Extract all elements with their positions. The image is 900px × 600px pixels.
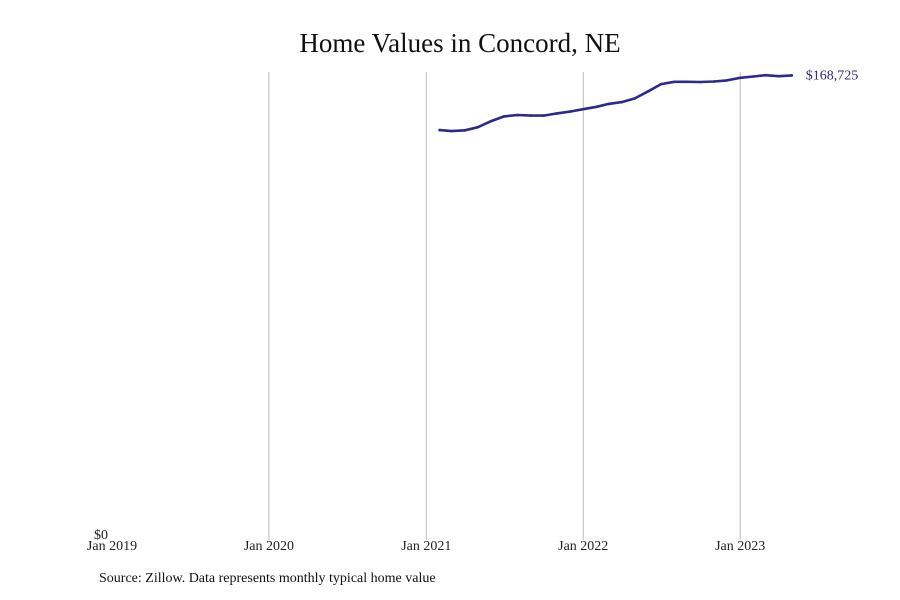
data-point	[686, 80, 690, 84]
data-point	[463, 129, 467, 132]
source-note: Source: Zillow. Data represents monthly …	[99, 571, 436, 586]
data-point	[790, 74, 794, 77]
data-point	[712, 80, 716, 83]
data-point	[777, 74, 781, 78]
data-point	[659, 82, 663, 86]
last-value-label: $168,725	[806, 68, 859, 83]
data-point	[516, 113, 519, 117]
x-tick-label: Jan 2019	[87, 539, 137, 554]
series-layer	[438, 73, 794, 133]
x-tick-label: Jan 2021	[401, 539, 451, 554]
data-point	[738, 76, 742, 80]
series-line	[438, 73, 794, 133]
data-point	[620, 100, 624, 104]
data-point	[476, 125, 480, 129]
data-point	[595, 105, 598, 109]
data-point	[438, 128, 441, 132]
data-point	[673, 80, 676, 84]
data-point	[529, 114, 533, 117]
x-axis-ticks: Jan 2019 Jan 2020 Jan 2021 Jan 2022 Jan 2023	[87, 539, 765, 554]
data-point	[699, 80, 702, 84]
y-axis-ticks: $0	[94, 528, 108, 543]
chart-title: Home Values in Concord, NE	[299, 28, 620, 58]
x-tick-label: Jan 2023	[715, 539, 765, 554]
x-tick-label: Jan 2022	[558, 539, 608, 554]
data-point	[542, 114, 545, 117]
data-point	[764, 73, 767, 77]
data-point	[633, 97, 637, 100]
data-point	[752, 75, 755, 78]
data-point	[555, 112, 559, 115]
grid-lines	[268, 72, 741, 540]
data-point	[646, 89, 650, 93]
data-point	[450, 129, 453, 133]
data-point	[581, 107, 585, 111]
data-point	[568, 110, 572, 113]
y-tick-label: $0	[94, 528, 108, 543]
data-point	[502, 115, 506, 118]
x-tick-label: Jan 2020	[244, 539, 294, 554]
data-point	[725, 79, 729, 82]
data-point	[489, 119, 493, 123]
data-point	[607, 102, 610, 106]
